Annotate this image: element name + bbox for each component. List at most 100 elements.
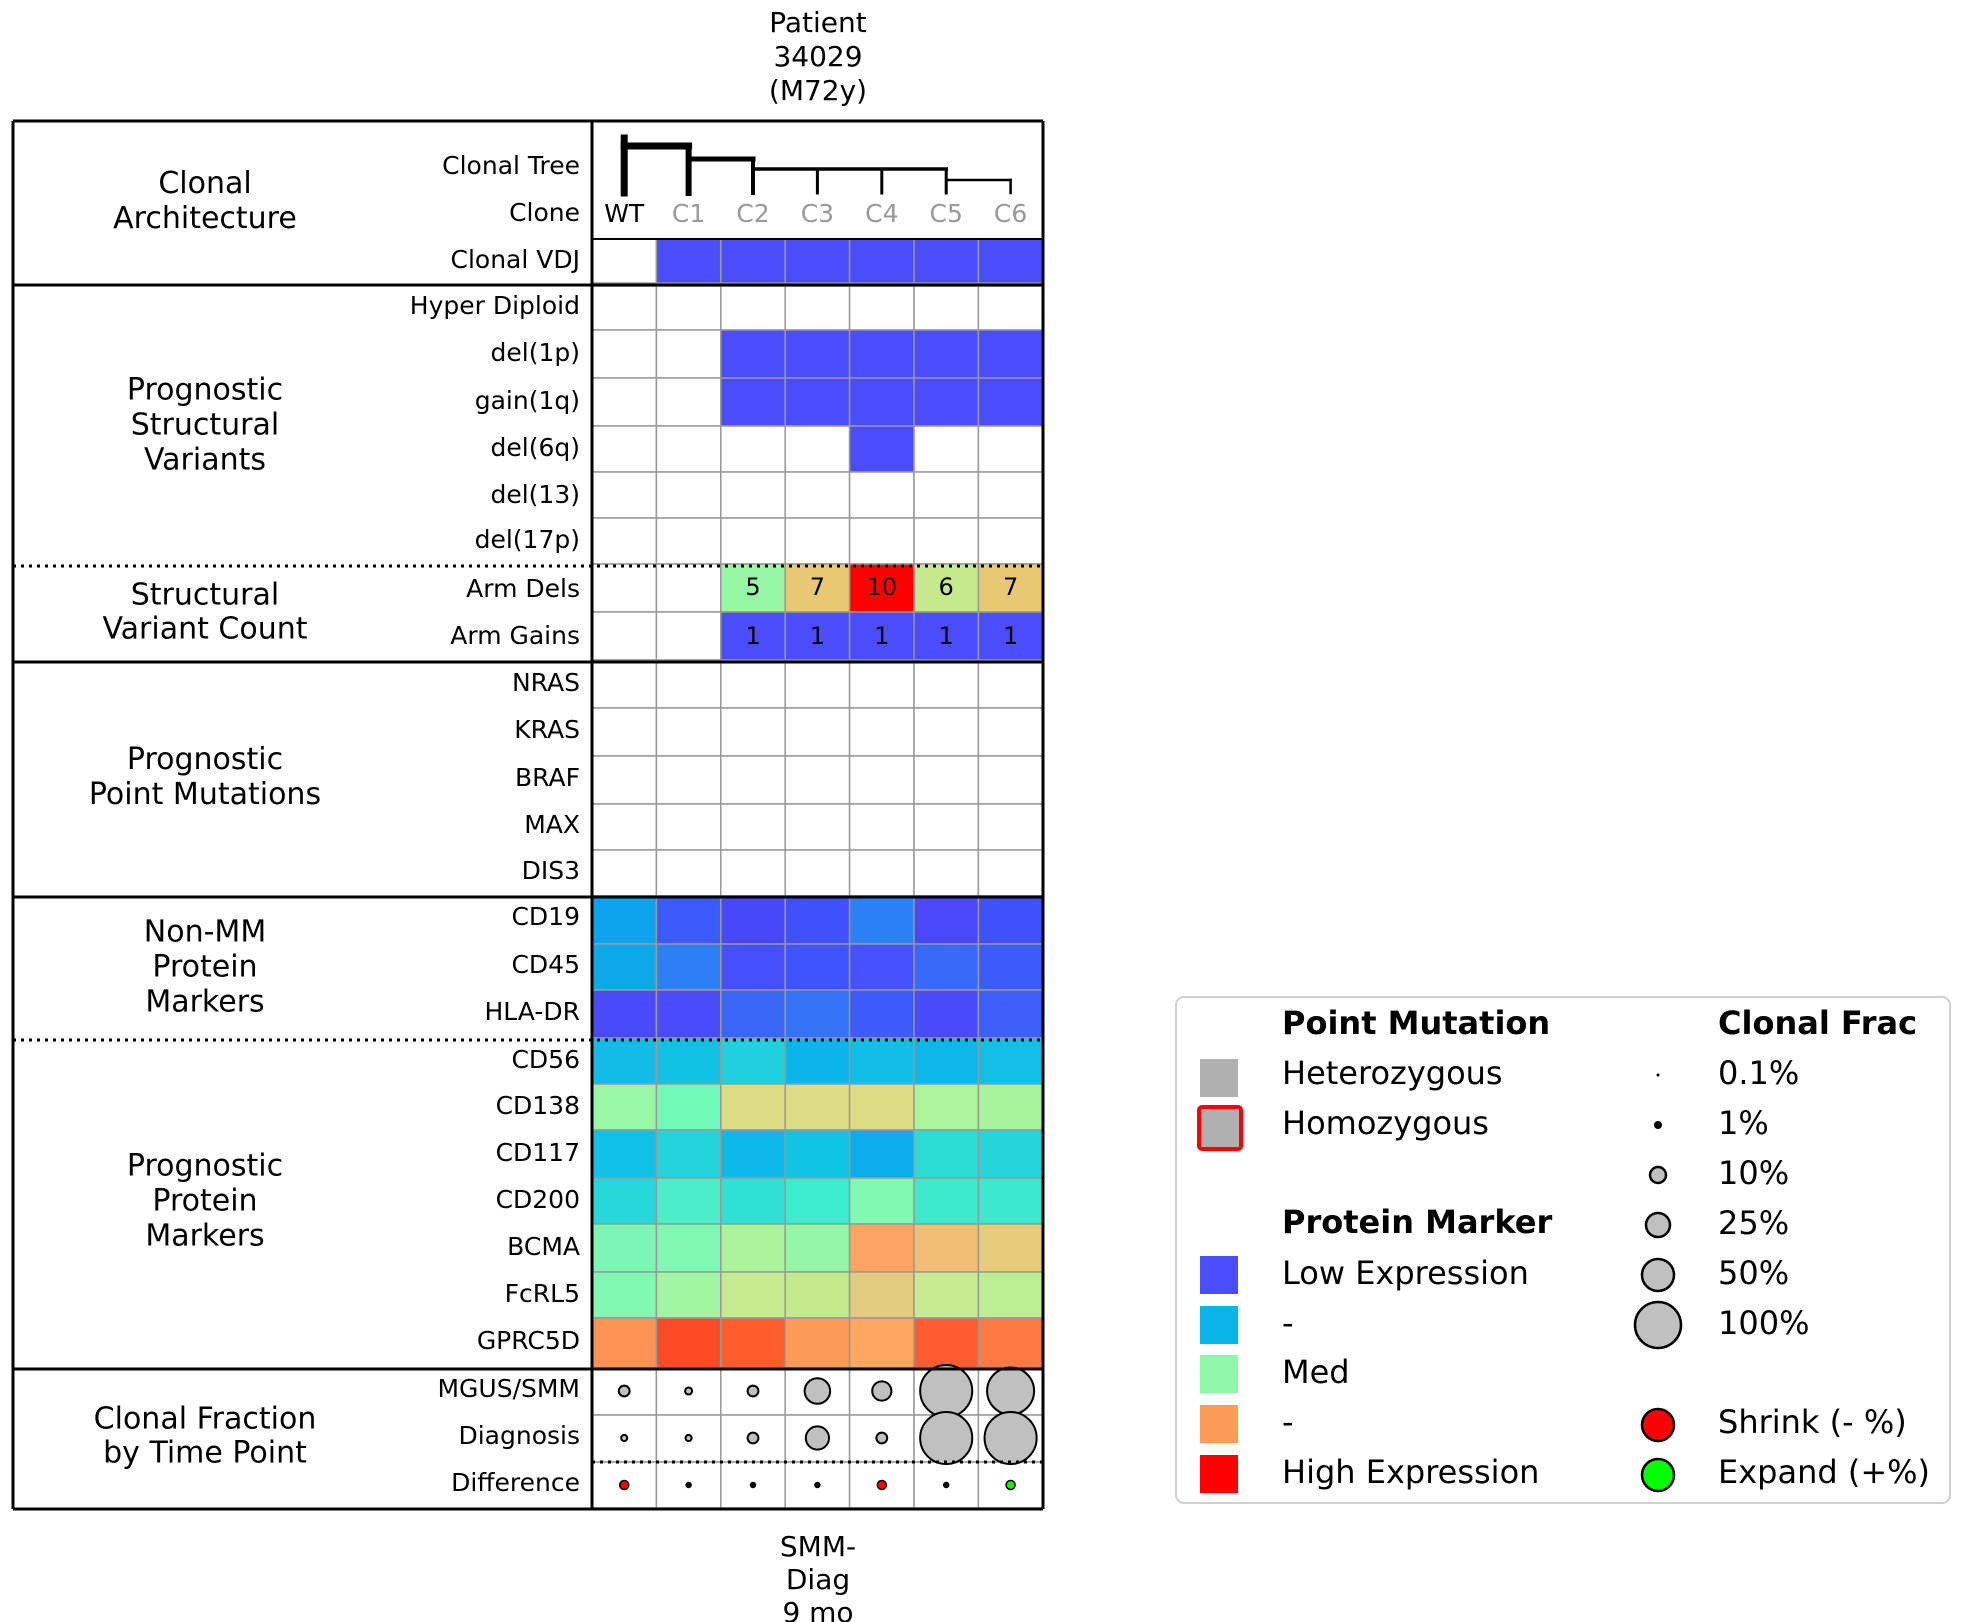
pm-cell [848,755,915,805]
legend-expression-label: High Expression [1282,1453,1539,1491]
sv-cell [848,517,915,565]
sv-cell [655,517,722,565]
arm-dels-value: 10 [867,573,898,601]
legend-shrink-marker [1640,1407,1676,1443]
protein-cell [913,1317,980,1369]
protein-cell [591,1317,658,1369]
pm-cell [655,803,722,851]
cf-mgus-marker [684,1386,694,1396]
protein-cell [720,1223,786,1273]
protein-cell [784,1177,851,1225]
sv-cell [591,425,658,473]
legend-clonal-frac-label: 50% [1718,1254,1789,1292]
protein-cell [784,1129,851,1179]
sv-cell [591,285,658,331]
legend-hom-swatch [1197,1105,1243,1151]
pm-cell [848,659,915,709]
non-mm-cell [848,943,915,991]
sv-cell [848,329,915,379]
section-label-non-mm: Protein [152,950,257,985]
protein-cell [720,1083,786,1131]
arm-gains-value: 1 [939,622,954,650]
sv-cell [591,377,658,427]
vdj-cell [848,238,915,284]
protein-cell [848,1037,915,1085]
protein-cell [977,1317,1044,1369]
sv-cell [848,377,915,427]
table-borders [11,119,1045,1511]
protein-cell [655,1083,722,1131]
arm-dels-value: 6 [939,573,954,601]
cf-cell [848,1414,915,1463]
row-label-count: Arm Gains [450,621,580,650]
legend-expression-label: Med [1282,1353,1350,1391]
row-label-protein-marker: BCMA [507,1232,580,1261]
sv-cell [913,329,980,379]
sv-cell [655,377,722,427]
non-mm-cell [655,989,722,1039]
protein-cell [913,1177,980,1225]
timepoint-label-line2: Diag [786,1563,850,1596]
vdj-cell [977,238,1044,284]
pm-cell [848,803,915,851]
pm-cell [913,659,980,709]
cf-mgus-marker [746,1384,760,1398]
pm-cell [784,803,851,851]
row-label-sv: del(1p) [491,338,580,367]
non-mm-cell [655,895,722,945]
sv-cell [977,517,1044,565]
timepoint-interval: 9 mo [782,1596,853,1622]
pm-cell [913,849,980,897]
protein-cell [720,1317,786,1369]
arm-gains-cell [655,611,722,661]
arm-dels-cell [784,563,851,613]
patient-demographics: (M72y) [769,74,867,107]
protein-cell [913,1037,980,1085]
arm-gains-value: 1 [745,622,760,650]
row-label-sv: gain(1q) [475,386,580,415]
section-label-structural-variants: Prognostic [127,373,283,408]
legend-clonal-frac-marker [1654,1121,1662,1129]
sv-cell [848,425,915,473]
legend-clonal-frac-title: Clonal Frac [1718,1004,1917,1042]
vdj-cell [591,238,658,284]
timepoint-label-line1: SMM- [780,1530,856,1563]
row-label-timepoint: Diagnosis [458,1421,580,1450]
protein-cell [720,1129,786,1179]
clone-label-c4: C4 [865,199,898,228]
protein-cell [784,1037,851,1085]
arm-dels-cell [655,563,722,613]
cf-difference-marker [749,1481,757,1489]
main-grid [591,238,1044,1509]
pm-cell [784,659,851,709]
legend-shrink-label: Shrink (- %) [1718,1403,1907,1441]
protein-cell [655,1317,722,1369]
non-mm-cell [655,943,722,991]
cf-diagnosis-marker [919,1410,974,1466]
legend-expand-label: Expand (+%) [1718,1453,1930,1491]
sv-cell [848,471,915,519]
non-mm-cell [913,989,980,1039]
cf-mgus-marker [617,1384,631,1398]
clone-label-c5: C5 [930,199,963,228]
protein-cell [848,1223,915,1273]
row-label-non-mm-marker: CD45 [511,950,580,979]
arm-dels-cell [720,563,786,613]
sv-cell [720,285,786,331]
protein-cell [848,1317,915,1369]
protein-cell [784,1083,851,1131]
sv-cell [913,285,980,331]
cf-diagnosis-marker [875,1431,889,1445]
pm-cell [720,849,786,897]
row-label-non-mm-marker: HLA-DR [485,997,581,1026]
protein-cell [913,1129,980,1179]
row-label-sv: Hyper Diploid [410,291,580,320]
sv-cell [655,285,722,331]
pm-cell [848,849,915,897]
cf-diagnosis-marker [620,1433,629,1443]
clone-label-c6: C6 [994,199,1027,228]
sv-cell [784,471,851,519]
pm-cell [591,659,658,709]
row-label-protein-marker: FcRL5 [505,1279,580,1308]
